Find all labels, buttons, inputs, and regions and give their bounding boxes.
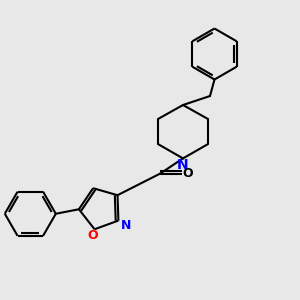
Text: N: N (121, 220, 131, 232)
Text: O: O (88, 230, 98, 242)
Text: N: N (177, 158, 189, 172)
Text: O: O (182, 167, 193, 179)
